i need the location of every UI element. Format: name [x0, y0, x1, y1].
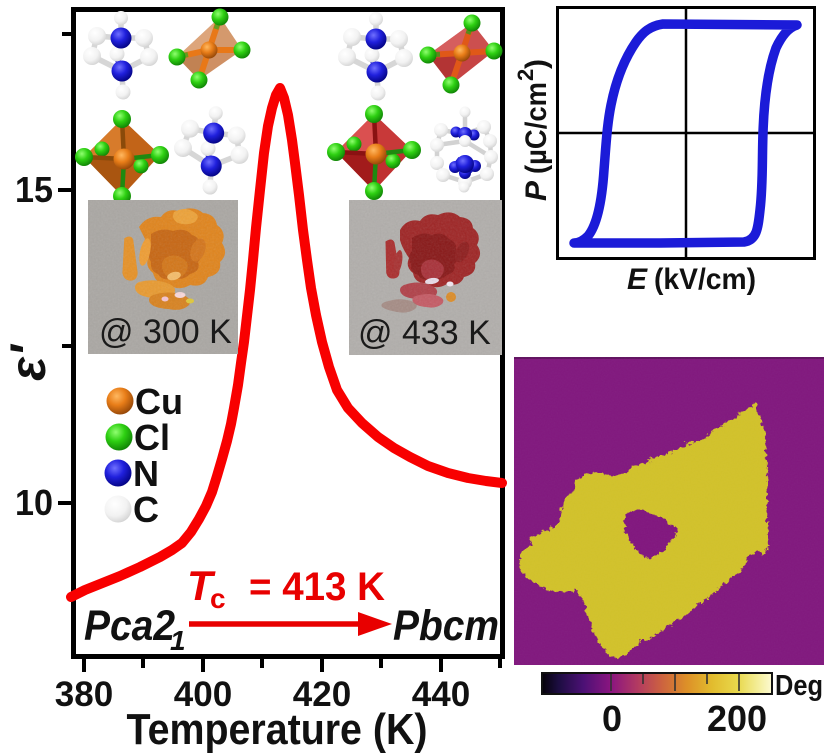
svg-text:Cu: Cu — [135, 381, 183, 422]
svg-text:ε': ε' — [0, 343, 56, 381]
svg-text:P: P — [520, 180, 553, 201]
svg-text:1: 1 — [170, 625, 186, 656]
svg-text:Cl: Cl — [134, 417, 170, 458]
svg-text:Pca2: Pca2 — [84, 602, 175, 650]
svg-text:): ) — [520, 59, 553, 69]
svg-text:E: E — [627, 263, 648, 296]
svg-text:440: 440 — [412, 675, 470, 714]
svg-text:Deg: Deg — [775, 670, 823, 702]
svg-text:c: c — [210, 583, 226, 614]
svg-text:N: N — [133, 453, 159, 494]
svg-text:(µC/cm: (µC/cm — [520, 82, 553, 174]
svg-text:C: C — [133, 489, 159, 530]
svg-text:200: 200 — [707, 698, 767, 739]
svg-text:@ 433 K: @ 433 K — [358, 314, 491, 352]
svg-text:Temperature (K): Temperature (K) — [127, 705, 428, 753]
svg-text:0: 0 — [602, 698, 622, 739]
svg-text:380: 380 — [55, 675, 113, 714]
svg-text:T: T — [187, 562, 216, 609]
svg-text:Pbcm: Pbcm — [393, 602, 499, 650]
svg-text:(kV/cm): (kV/cm) — [654, 263, 756, 296]
svg-text:420: 420 — [293, 675, 351, 714]
svg-text:15: 15 — [15, 169, 53, 210]
svg-text:400: 400 — [174, 675, 232, 714]
svg-text:2: 2 — [513, 69, 538, 81]
svg-text:@ 300 K: @ 300 K — [99, 313, 232, 351]
svg-text:= 413 K: = 413 K — [249, 565, 385, 609]
svg-text:10: 10 — [15, 482, 53, 523]
